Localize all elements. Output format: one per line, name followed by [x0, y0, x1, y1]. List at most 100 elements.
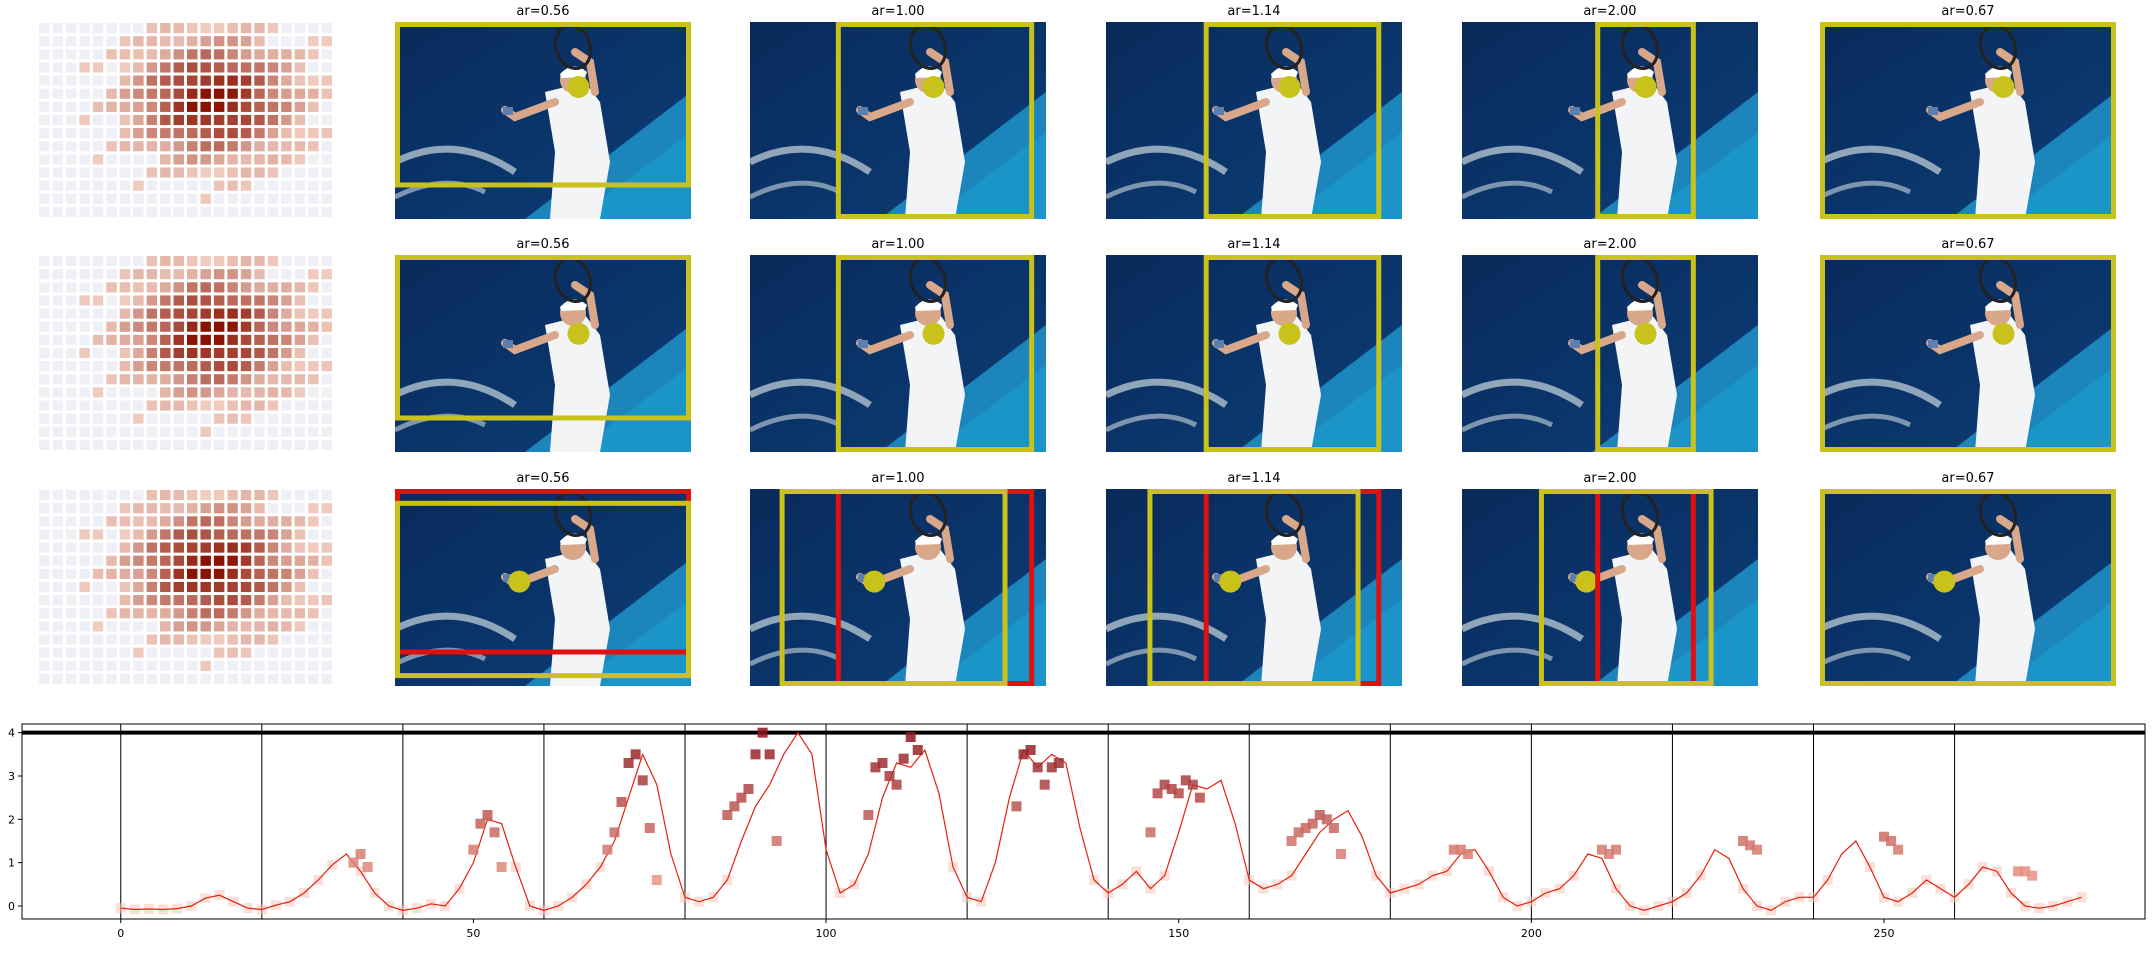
heatmap-cell [227, 400, 238, 411]
heatmap-cell [146, 154, 158, 165]
heatmap-cell [281, 673, 292, 684]
data-point [1448, 844, 1459, 855]
crop-box [1203, 255, 1382, 452]
data-point [1039, 779, 1050, 790]
data-point [877, 758, 888, 768]
heatmap-cell [294, 568, 306, 579]
heatmap-cell [52, 400, 63, 411]
tennis-player-photo [1820, 489, 2116, 686]
heatmap-cell [133, 193, 144, 204]
heatmap-cell [227, 634, 238, 645]
heatmap-cell [240, 568, 252, 579]
heatmap-cell [133, 426, 144, 437]
heatmap-cell [106, 23, 117, 34]
heatmap-cell [79, 347, 90, 359]
heatmap-cell [79, 321, 90, 332]
heatmap-cell [227, 49, 238, 60]
heatmap-cell [267, 413, 279, 424]
heatmap-cell [133, 413, 144, 424]
heatmap-cell [267, 660, 279, 671]
heatmap-cell [52, 321, 63, 332]
heatmap-cell [200, 269, 211, 280]
heatmap-cell [79, 141, 90, 152]
heatmap-cell [294, 114, 306, 126]
heatmap-cell [173, 439, 184, 450]
heatmap-cell [308, 673, 319, 684]
heatmap-cell [254, 634, 265, 645]
heatmap-cell [65, 516, 77, 527]
x-tick-label: 100 [816, 927, 837, 940]
heatmap-cell [321, 426, 332, 437]
heatmap-cell [92, 180, 104, 191]
heatmap-cell [321, 128, 332, 139]
heatmap-cell [92, 516, 104, 527]
heatmap-cell [254, 387, 265, 398]
heatmap-cell [52, 128, 63, 139]
data-point [1328, 823, 1339, 833]
heatmap-cell [79, 206, 90, 217]
heatmap-cell [92, 503, 104, 514]
data-point [482, 810, 493, 820]
crop-box [779, 489, 1008, 686]
heatmap-cell [65, 321, 77, 332]
heatmap-cell [187, 439, 198, 450]
heatmap-cell [267, 36, 279, 47]
heatmap-cell [321, 490, 332, 501]
heatmap-cell [281, 334, 292, 345]
heatmap-cell [92, 555, 104, 566]
heatmap-cell [321, 542, 332, 553]
heatmap-cell [39, 413, 50, 424]
heatmap-cell [213, 542, 225, 553]
heatmap-cell [200, 128, 211, 139]
heatmap-cell [65, 555, 77, 566]
heatmap-cell [92, 49, 104, 60]
heatmap-cell [39, 529, 50, 540]
heatmap-cell [160, 334, 171, 345]
heatmap-cell [200, 206, 211, 217]
heatmap-cell [227, 387, 238, 398]
heatmap-cell [79, 256, 90, 267]
heatmap-cell [39, 334, 50, 345]
heatmap-cell [281, 167, 292, 178]
heatmap-cell [294, 555, 306, 566]
heatmap-cell [267, 75, 279, 86]
heatmap-cell [281, 542, 292, 553]
heatmap-cell [213, 256, 225, 267]
data-point [1596, 844, 1607, 855]
heatmap-cell [294, 62, 306, 73]
heatmap-cell [267, 529, 279, 540]
heatmap-cell [119, 256, 131, 267]
heatmap-cell [160, 660, 171, 671]
heatmap-cell [227, 660, 238, 671]
tennis-player-photo [395, 255, 691, 452]
crop-box [1595, 22, 1696, 219]
heatmap-cell [254, 167, 265, 178]
heatmap-cell [187, 180, 198, 191]
heatmap-cell [308, 321, 319, 332]
heatmap-cell [240, 154, 252, 165]
heatmap-cell [160, 141, 171, 152]
heatmap-cell [52, 490, 63, 501]
heatmap-cell [213, 88, 225, 99]
heatmap-cell [308, 439, 319, 450]
heatmap-cell [227, 673, 238, 684]
focus-marker [1219, 570, 1242, 593]
heatmap-cell [39, 490, 50, 501]
heatmap-cell [65, 36, 77, 47]
heatmap-cell [200, 660, 211, 671]
heatmap-cell [119, 581, 131, 593]
panel-title: ar=0.67 [1941, 4, 1995, 19]
y-tick-label: 1 [8, 857, 15, 870]
heatmap-cell [254, 647, 265, 658]
heatmap-cell [92, 282, 104, 293]
heatmap-cell [160, 673, 171, 684]
heatmap-cell [281, 581, 292, 593]
heatmap-cell [200, 114, 211, 126]
heatmap-cell [92, 206, 104, 217]
plot-frame [21, 723, 2146, 920]
heatmap-cell [240, 256, 252, 267]
heatmap-cell [200, 516, 211, 527]
heatmap-cell [321, 361, 332, 372]
heatmap-cell [52, 141, 63, 152]
heatmap-cell [106, 387, 117, 398]
